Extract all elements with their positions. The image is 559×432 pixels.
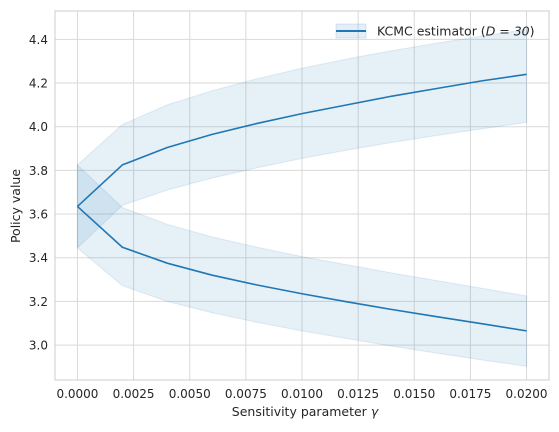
y-tick-labels: 3.0 3.2 3.4 3.6 3.8 4.0 4.2 4.4 bbox=[29, 33, 48, 353]
x-tick-label: 0.0200 bbox=[506, 387, 548, 401]
y-tick-label: 3.4 bbox=[29, 251, 48, 265]
y-tick-label: 4.4 bbox=[29, 33, 48, 47]
y-tick-label: 4.2 bbox=[29, 77, 48, 91]
y-tick-label: 3.8 bbox=[29, 164, 48, 178]
grid bbox=[55, 11, 549, 380]
x-tick-label: 0.0175 bbox=[449, 387, 491, 401]
band-lower-bound bbox=[76, 163, 528, 367]
x-tick-label: 0.0150 bbox=[393, 387, 435, 401]
y-tick-label: 3.0 bbox=[29, 339, 48, 353]
y-axis-label: Policy value bbox=[8, 169, 23, 243]
y-tick-label: 3.2 bbox=[29, 295, 48, 309]
legend-label: KCMC estimator (D = 30) bbox=[377, 24, 535, 39]
x-tick-labels: 0.0000 0.0025 0.0050 0.0075 0.0100 0.0125 0.01… bbox=[56, 387, 547, 401]
legend: KCMC estimator (D = 30) bbox=[335, 23, 535, 39]
confidence-bands bbox=[76, 28, 528, 367]
x-tick-label: 0.0100 bbox=[281, 387, 323, 401]
line-lower-bound bbox=[76, 205, 527, 332]
axes-frame bbox=[54, 10, 550, 381]
series-lines bbox=[76, 73, 527, 332]
x-tick-label: 0.0050 bbox=[169, 387, 211, 401]
x-tick-label: 0.0075 bbox=[225, 387, 267, 401]
x-tick-label: 0.0025 bbox=[113, 387, 155, 401]
x-axis-label: Sensitivity parameter γ bbox=[232, 404, 379, 419]
x-tick-label: 0.0000 bbox=[56, 387, 98, 401]
plot-frame bbox=[54, 10, 550, 381]
x-tick-label: 0.0125 bbox=[337, 387, 379, 401]
line-upper-bound bbox=[76, 73, 527, 208]
band-upper-bound bbox=[76, 28, 528, 250]
y-tick-label: 3.6 bbox=[29, 208, 48, 222]
y-tick-label: 4.0 bbox=[29, 120, 48, 134]
